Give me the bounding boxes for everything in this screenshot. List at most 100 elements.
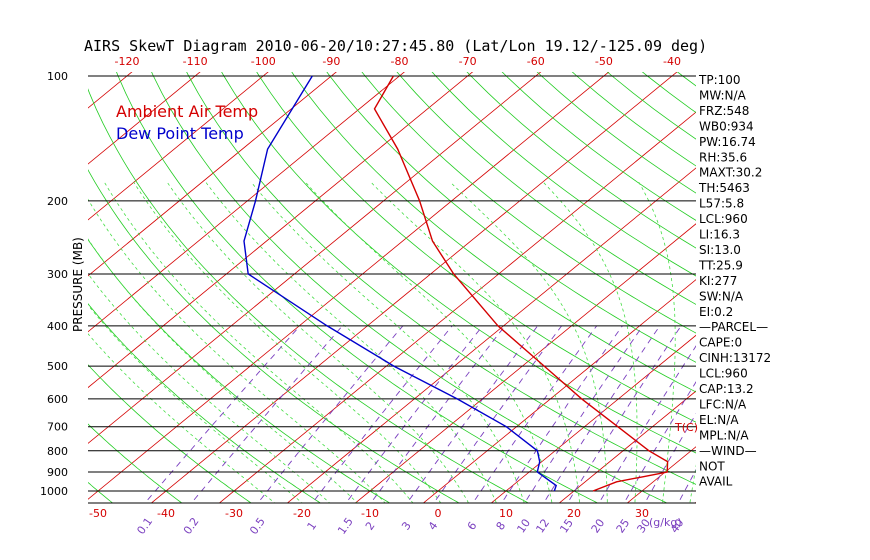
index-entry: SW:N/A (699, 289, 744, 303)
dew-point-temp-line (243, 75, 558, 492)
dry-adiabat-line (639, 0, 870, 516)
moist-adiabat-line (88, 238, 358, 503)
index-entry: FRZ:548 (699, 104, 749, 118)
pressure-tick-label: 500 (47, 360, 68, 373)
temperature-top-tick-label: -80 (391, 55, 409, 68)
index-entry: EL:N/A (699, 413, 739, 427)
index-entry: CAP:13.2 (699, 382, 754, 396)
temperature-top-tick-label: -100 (251, 55, 276, 68)
index-entry: —PARCEL— (699, 320, 768, 334)
mixing-ratio-line (409, 325, 538, 501)
isotherm-line (747, 0, 870, 516)
index-entry: TH:5463 (698, 181, 750, 195)
index-entry: WB0:934 (699, 119, 754, 133)
isotherm-line (0, 0, 171, 516)
dry-adiabat-line (88, 169, 460, 503)
moist-adiabat-line (370, 181, 581, 503)
temperature-top-tick-label: -50 (595, 55, 613, 68)
index-entry: LI:16.3 (699, 228, 740, 242)
mixing-ratio-tick-label: 8 (494, 519, 509, 532)
dry-adiabat-line (88, 88, 530, 503)
mixing-ratio-line (348, 325, 483, 501)
pressure-tick-label: 300 (47, 268, 68, 281)
index-entry: KI:277 (699, 274, 737, 288)
dry-adiabat-line (88, 481, 114, 503)
temperature-bottom-tick-label: 10 (499, 507, 513, 520)
moist-adiabat-line (304, 181, 553, 503)
index-entry: RH:35.6 (699, 150, 747, 164)
mixing-ratio-line (646, 413, 696, 501)
temperature-bottom-tick-label: 20 (567, 507, 581, 520)
temperature-top-tick-label: -40 (663, 55, 681, 68)
temperature-bottom-tick-label: -30 (225, 507, 243, 520)
moist-adiabat-line (250, 181, 525, 503)
isotherm-line (88, 72, 474, 389)
temperature-top-tick-label: -60 (527, 55, 545, 68)
mixing-ratio-tick-label: 10 (514, 517, 533, 536)
index-entry: LCL:960 (699, 367, 748, 381)
moist-adiabat-line (133, 181, 442, 503)
dry-adiabat-line (326, 72, 696, 363)
diagram-grid (0, 0, 870, 516)
dry-adiabat-line (116, 72, 599, 503)
index-entry: NOT (699, 459, 725, 473)
mixing-ratio-tick-label: 0.1 (134, 515, 155, 537)
mixing-ratio-tick-label: 6 (465, 519, 480, 532)
index-entry: CINH:13172 (699, 351, 771, 365)
isotherm-line (422, 279, 696, 503)
pressure-tick-label: 600 (47, 393, 68, 406)
index-entry: CAPE:0 (699, 336, 742, 350)
index-entry: TP:100 (698, 73, 741, 87)
temperature-top-tick-label: -70 (459, 55, 477, 68)
pressure-tick-label: 100 (47, 70, 68, 83)
mixing-ratio-tick-label: 0.2 (181, 515, 202, 537)
dry-adiabat-line (396, 72, 696, 305)
mixing-ratio-tick-label: 20 (589, 517, 608, 536)
dry-adiabat-line (361, 72, 696, 334)
index-entry: SI:13.0 (699, 243, 741, 257)
mixing-ratio-line (503, 325, 623, 501)
temperature-top-tick-label: -90 (322, 55, 340, 68)
dry-adiabat-line (88, 423, 183, 503)
dry-adiabat-line (730, 0, 870, 516)
temperature-bottom-tick-label: -40 (157, 507, 175, 520)
isobar-lines (88, 75, 696, 504)
index-entry: MAXT:30.2 (699, 166, 762, 180)
moist-adiabat-line (88, 198, 386, 503)
mixing-ratio-line (526, 325, 644, 501)
mixing-ratio-line (600, 345, 696, 501)
legend-dew-point-temp: Dew Point Temp (116, 124, 244, 143)
isotherm-line (88, 72, 201, 165)
mixing-ratio-line (625, 381, 696, 501)
mixing-ratio-tick-label: 12 (533, 517, 552, 536)
legend-ambient-air-temp: Ambient Air Temp (116, 102, 258, 121)
dry-adiabat-line (852, 0, 870, 516)
moist-adiabat-line (88, 304, 303, 503)
index-entry: LCL:960 (699, 212, 748, 226)
mixing-ratio-tick-label: 4 (426, 519, 441, 532)
dry-adiabat-line (822, 0, 870, 516)
index-entry: AVAIL (699, 475, 733, 489)
mixing-ratio-tick-label: 1.5 (335, 515, 356, 537)
isotherm-line (88, 72, 405, 333)
isotherm-line (150, 72, 678, 503)
index-entry: MPL:N/A (699, 428, 749, 442)
y-axis-label: PRESSURE (MB) (71, 237, 85, 332)
dry-adiabat-line (151, 72, 668, 503)
moist-adiabat-line (542, 181, 638, 503)
ambient-air-temp-line (373, 75, 669, 492)
dry-adiabat-line (256, 72, 696, 423)
temperature-top-tick-label: -110 (183, 55, 208, 68)
isotherm-line (815, 0, 870, 516)
moist-adiabat-line (449, 181, 608, 503)
mixing-ratio-line (545, 325, 661, 501)
mixing-ratio-tick-label: 0.5 (247, 515, 268, 537)
index-entry: L57:5.8 (699, 197, 744, 211)
index-entry: MW:N/A (699, 88, 747, 102)
dry-adiabat-line (571, 72, 696, 167)
dry-adiabat-line (88, 238, 391, 503)
moist-adiabat-line (103, 181, 414, 503)
mixing-ratio-tick-label: 25 (614, 517, 633, 536)
